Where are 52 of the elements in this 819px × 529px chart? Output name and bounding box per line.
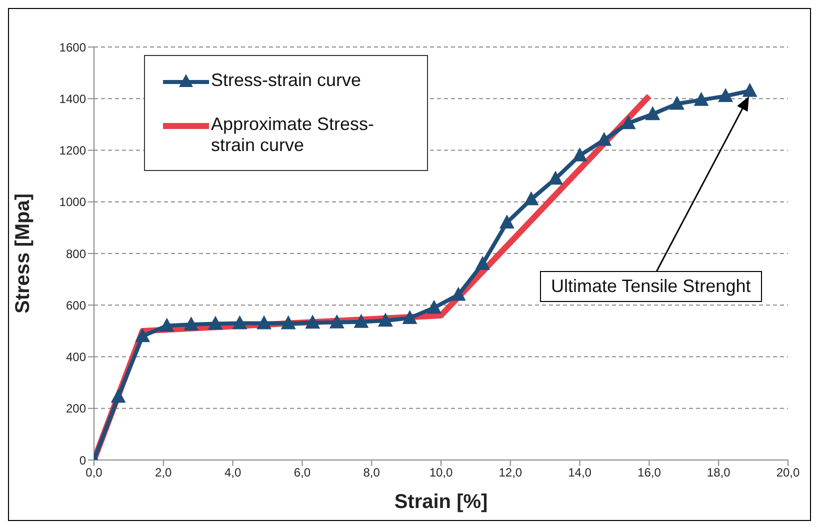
point [110, 388, 126, 403]
point [329, 314, 344, 328]
point [378, 312, 393, 327]
y-tick-label: 200 [66, 402, 86, 416]
point [499, 214, 514, 229]
legend-label: Approximate Stress-strain curve [211, 114, 376, 156]
point [694, 92, 709, 106]
point [184, 316, 199, 330]
y-tick-label: 400 [66, 350, 86, 364]
x-tick-label: 14,0 [568, 466, 592, 480]
point [572, 147, 588, 162]
x-tick-label: 6,0 [294, 466, 311, 480]
annotation: Ultimate Tensile Strenght [540, 271, 762, 302]
x-tick-label: 4,0 [224, 466, 242, 480]
x-tick-label: 0,0 [86, 466, 103, 480]
y-tick-label: 1200 [59, 144, 86, 158]
x-tick-label: 20,0 [776, 466, 800, 480]
point [256, 315, 272, 330]
point [669, 96, 684, 110]
point [475, 256, 490, 270]
point [280, 315, 296, 330]
x-tick-label: 10,0 [429, 466, 453, 480]
legend-label: Stress-strain curve [211, 70, 362, 91]
point [596, 132, 612, 146]
point [354, 314, 369, 328]
point [718, 88, 734, 102]
y-tick-label: 1000 [59, 195, 86, 210]
x-tick-label: 12,0 [498, 466, 522, 480]
point [232, 315, 248, 330]
x-axis-title: Strain [%] [394, 491, 488, 513]
point [742, 82, 758, 97]
point [620, 115, 636, 130]
point [159, 318, 174, 332]
y-axis-title: Stress [Mpa] [12, 193, 34, 314]
point [645, 106, 660, 120]
y-tick-label: 1600 [59, 40, 86, 54]
point [208, 316, 223, 330]
point [426, 300, 442, 314]
x-tick-label: 2,0 [155, 466, 172, 480]
y-tick-label: 800 [66, 246, 86, 261]
x-tick-label: 18,0 [706, 466, 731, 480]
point [305, 314, 320, 329]
y-tick-label: 1400 [59, 92, 86, 106]
y-tick-label: 600 [66, 298, 86, 312]
point [402, 310, 418, 324]
y-tick-label: 0 [79, 453, 86, 468]
x-tick-label: 8,0 [363, 466, 380, 480]
point [524, 191, 539, 206]
x-tick-label: 16,0 [638, 466, 662, 480]
point [135, 328, 150, 342]
point [450, 286, 466, 301]
point [548, 170, 564, 185]
